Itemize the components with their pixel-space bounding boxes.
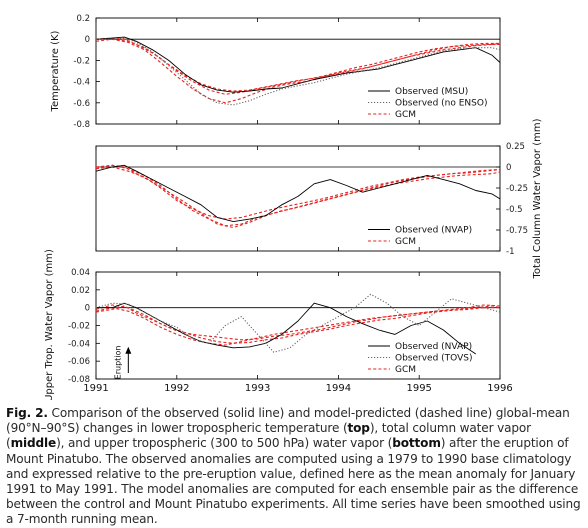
series-line-observed-tovs bbox=[95, 293, 501, 353]
legend-label: Observed (MSU) bbox=[395, 87, 468, 97]
caption-text-4: ) after the eruption of Mount Pinatubo. … bbox=[6, 436, 581, 527]
series-line-gcm bbox=[95, 305, 501, 344]
y-axis-label: Total Column Water Vapor (mm) bbox=[532, 118, 543, 279]
legend-label: GCM bbox=[395, 365, 416, 375]
legend: Observed (NVAP) Observed (TOVS)GCM bbox=[368, 342, 472, 375]
caption-fig-label: Fig. 2. bbox=[6, 406, 48, 420]
legend: Observed (MSU) Observed (no ENSO)GCM bbox=[368, 87, 487, 120]
figure-caption: Fig. 2. Comparison of the observed (soli… bbox=[6, 406, 582, 528]
series-line-gcm bbox=[95, 164, 501, 229]
legend-label: GCM bbox=[395, 110, 416, 120]
y-tick-label: -0.4 bbox=[73, 78, 90, 88]
y-tick-label: 0.2 bbox=[76, 14, 90, 24]
y-axis-label: Temperature (K) bbox=[50, 30, 61, 112]
y-tick-label: -0.6 bbox=[73, 99, 90, 109]
legend-label: GCM bbox=[395, 237, 416, 247]
caption-text-2: ), total column water vapor ( bbox=[6, 421, 531, 451]
x-tick-label: 1992 bbox=[164, 383, 189, 394]
panel-middle: 0.25 0 -0.25 -0.5 -0.75 -1 Total Column Water … bbox=[95, 118, 543, 279]
series-lines bbox=[95, 164, 501, 229]
y-tick-label: -0.8 bbox=[73, 120, 90, 130]
eruption-annotation: Eruption bbox=[113, 345, 122, 379]
y-tick-label: -0.04 bbox=[68, 339, 90, 349]
legend-label: Observed (TOVS) bbox=[395, 354, 472, 364]
series-lines bbox=[95, 293, 501, 355]
caption-text-1: Comparison of the observed (solid line) … bbox=[6, 406, 570, 436]
series-line-gcm-ensemble bbox=[95, 38, 500, 95]
series-line-gcm bbox=[95, 37, 501, 92]
series-line-gcm-ensemble bbox=[95, 307, 500, 346]
panel-top: 0.2 0 -0.2 -0.4 -0.6 -0.8 Temperature (K) Obser… bbox=[50, 14, 501, 130]
y-tick-label: 0.02 bbox=[71, 286, 90, 296]
y-tick-label: 0.25 bbox=[506, 142, 525, 152]
y-tick-label: 0 bbox=[85, 304, 90, 314]
y-tick-label: 0 bbox=[85, 35, 90, 45]
caption-bold-top: top bbox=[347, 421, 370, 436]
x-tick-label: 1996 bbox=[487, 383, 512, 394]
legend: Observed (NVAP)GCM bbox=[368, 226, 472, 247]
legend-label: Observed (no ENSO) bbox=[395, 99, 487, 109]
y-tick-label: -1 bbox=[506, 247, 514, 257]
y-tick-label: 0 bbox=[506, 163, 511, 173]
series-line-gcm-ensemble bbox=[95, 304, 501, 341]
legend-label: Observed (NVAP) bbox=[395, 342, 472, 352]
y-tick-label: -0.75 bbox=[506, 226, 528, 236]
series-line-gcm-ensemble bbox=[96, 38, 500, 104]
series-line-gcm-ensemble bbox=[95, 164, 501, 227]
series-line-observed-nvap bbox=[95, 164, 501, 223]
legend-label: Observed (NVAP) bbox=[395, 226, 472, 236]
pinatubo-figure: 0.2 0 -0.2 -0.4 -0.6 -0.8 Temperature (K) Obser… bbox=[44, 14, 543, 400]
y-tick-label: -0.06 bbox=[68, 357, 90, 367]
y-tick-label: -0.02 bbox=[68, 322, 90, 332]
y-tick-label: -0.25 bbox=[506, 184, 528, 194]
y-axis-label: Upper Trop. Water Vapor (mm) bbox=[44, 249, 55, 400]
y-tick-label: -0.2 bbox=[73, 56, 90, 66]
eruption-arrow-head bbox=[125, 346, 132, 354]
caption-bold-bottom: bottom bbox=[392, 436, 441, 451]
x-tick-label: 1991 bbox=[83, 383, 108, 394]
caption-bold-middle: middle bbox=[10, 436, 57, 451]
y-tick-label: 0.04 bbox=[71, 268, 90, 278]
y-tick-label: -0.08 bbox=[68, 375, 90, 385]
y-tick-label: -0.5 bbox=[506, 205, 523, 215]
series-line-gcm-ensemble bbox=[95, 166, 501, 220]
plot-frame bbox=[95, 17, 501, 125]
series-line-observed-no-enso bbox=[96, 37, 501, 106]
caption-text-3: ), and upper tropospheric (300 to 500 hP… bbox=[56, 436, 393, 451]
x-tick-label: 1995 bbox=[406, 383, 431, 394]
x-tick-label: 1994 bbox=[326, 383, 351, 394]
series-lines bbox=[95, 36, 501, 106]
x-tick-label: 1993 bbox=[245, 383, 270, 394]
series-line-observed-msu bbox=[95, 36, 501, 93]
